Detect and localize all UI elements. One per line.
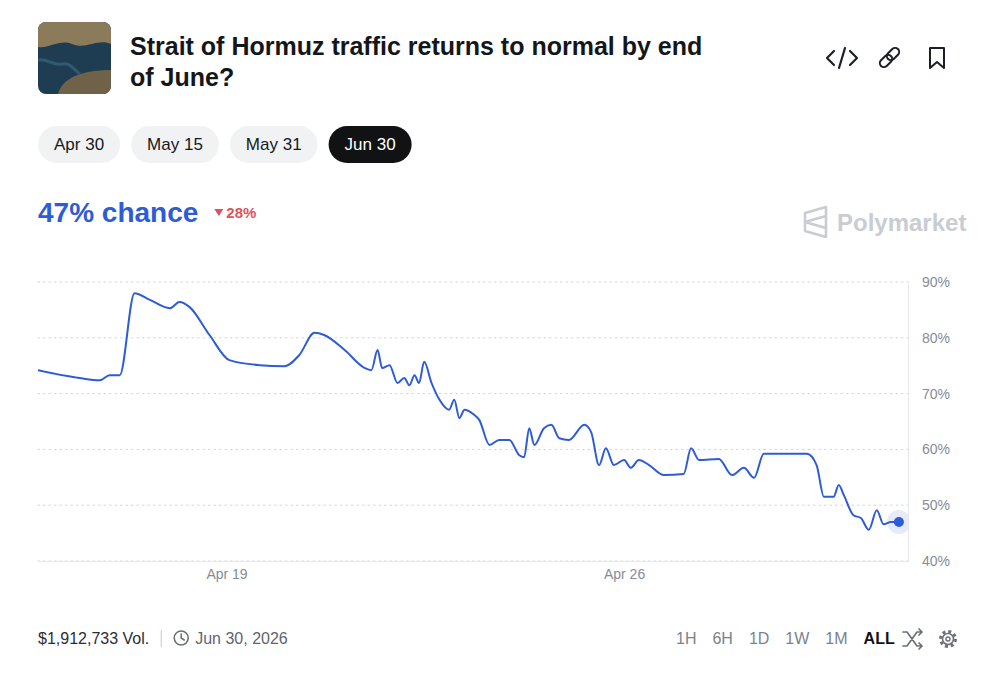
range-button[interactable]: 6H: [712, 630, 732, 647]
brand-name: Polymarket: [837, 209, 966, 236]
x-tick: Apr 26: [604, 561, 645, 582]
clock-icon: [174, 631, 188, 645]
thumbnail-detail: [38, 60, 80, 74]
grid-line: [38, 505, 908, 506]
y-tick-label: 50%: [922, 497, 950, 513]
brand-logo: [805, 207, 826, 237]
y-tick: 60%: [908, 441, 950, 457]
range-button[interactable]: 1M: [825, 630, 847, 647]
date-tab-bg[interactable]: [131, 126, 219, 163]
volume: $1,912,733 Vol.: [38, 630, 149, 647]
y-tick: 50%: [908, 497, 950, 513]
title-line: of June?: [130, 63, 234, 91]
y-tick-label: 70%: [922, 386, 950, 402]
date-tab-bg[interactable]: [38, 126, 120, 163]
x-tick: Apr 19: [206, 561, 247, 582]
separator: [161, 630, 162, 647]
grid-line: [38, 449, 908, 450]
chart-title: Strait of Hormuz traffic returns to norm…: [130, 32, 702, 91]
thumbnail-land: [58, 70, 111, 94]
date-tab-bg[interactable]: [230, 126, 318, 163]
link-icon-part[interactable]: [885, 46, 901, 62]
range-button[interactable]: 1W: [785, 630, 810, 647]
date-tab[interactable]: Apr 30: [38, 126, 120, 163]
settings-icon-hub[interactable]: [946, 637, 950, 641]
date-tab-label[interactable]: Jun 30: [345, 135, 396, 154]
grid-line: [38, 337, 908, 338]
date-tab-label[interactable]: May 31: [246, 135, 302, 154]
end-marker-halo: [887, 510, 908, 534]
y-tick: 80%: [908, 330, 950, 346]
grid: [38, 282, 908, 561]
headline: 47% chance: [38, 197, 198, 228]
clock-icon-hands: [181, 634, 184, 640]
end-marker: [894, 517, 904, 527]
thumbnail: [38, 22, 111, 94]
shuffle-icon[interactable]: [903, 629, 922, 649]
date-tab[interactable]: May 31: [230, 126, 318, 163]
y-tick-label: 80%: [922, 330, 950, 346]
x-axis: Apr 19 Apr 26: [39, 561, 909, 582]
change-arrow: [214, 209, 223, 216]
end-date: Jun 30, 2026: [195, 630, 288, 647]
range-button[interactable]: 1H: [676, 630, 696, 647]
range-button[interactable]: ALL: [864, 630, 895, 647]
y-tick: 40%: [908, 553, 950, 569]
settings-icon[interactable]: [941, 632, 956, 647]
y-tick-label: 40%: [922, 553, 950, 569]
series-line: [38, 293, 899, 530]
date-tab[interactable]: Jun 30: [329, 126, 412, 163]
page: Strait of Hormuz traffic returns to norm…: [0, 0, 1000, 682]
grid-line: [38, 561, 908, 562]
settings-icon-ring[interactable]: [943, 634, 954, 645]
x-tick-label: Apr 26: [604, 566, 645, 582]
y-tick-label: 90%: [922, 274, 950, 290]
bookmark-icon[interactable]: [930, 48, 944, 68]
embed-icon[interactable]: [827, 48, 857, 68]
change-label: 28%: [226, 204, 256, 221]
settings-icon-teeth[interactable]: [941, 632, 956, 647]
date-tab-bg[interactable]: [329, 126, 412, 163]
y-tick: 70%: [908, 386, 950, 402]
y-axis: 40% 50% 60% 70% 80% 90%: [908, 274, 950, 569]
thumbnail-sea: [38, 22, 111, 94]
plot-area: [38, 293, 908, 534]
y-axis-line: [908, 283, 909, 562]
grid-line: [38, 282, 908, 283]
grid-line: [38, 393, 908, 394]
y-tick-label: 60%: [922, 441, 950, 457]
date-tab[interactable]: May 15: [131, 126, 219, 163]
thumbnail-land: [38, 22, 111, 47]
clock-icon-face: [174, 631, 188, 645]
title-line: Strait of Hormuz traffic returns to norm…: [130, 32, 702, 60]
embed-icon-path[interactable]: [827, 48, 857, 68]
date-tab-label[interactable]: Apr 30: [54, 135, 104, 154]
link-icon[interactable]: [878, 46, 901, 69]
x-axis-line: [39, 561, 909, 562]
x-tick-label: Apr 19: [206, 566, 247, 582]
range-button[interactable]: 1D: [749, 630, 769, 647]
y-tick: 90%: [908, 274, 950, 290]
date-tab-label[interactable]: May 15: [147, 135, 203, 154]
